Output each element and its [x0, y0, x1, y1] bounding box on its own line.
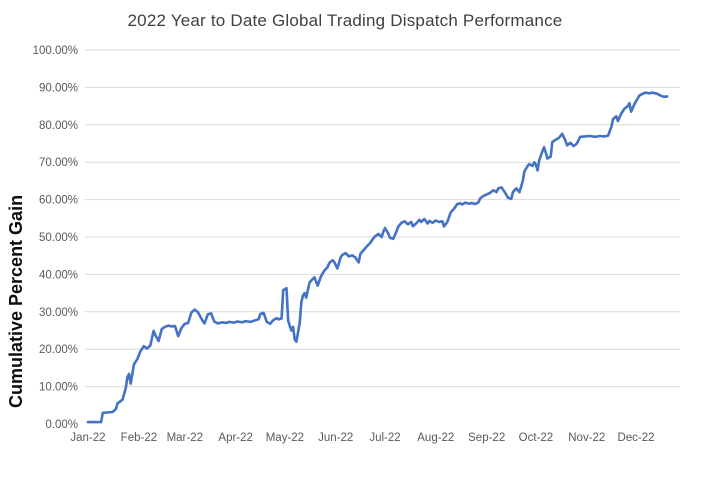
x-tick-label: Sep-22: [468, 432, 505, 444]
y-tick-label: 10.00%: [39, 382, 78, 394]
y-tick-label: 100.00%: [33, 45, 78, 57]
x-tick-label: May-22: [266, 432, 304, 444]
x-tick-label: Dec-22: [617, 432, 654, 444]
y-tick-label: 80.00%: [39, 120, 78, 132]
x-tick-label: Aug-22: [417, 432, 454, 444]
y-tick-label: 20.00%: [39, 344, 78, 356]
x-tick-label: Mar-22: [167, 432, 203, 444]
series-line: [86, 91, 669, 424]
y-tick-label: 30.00%: [39, 307, 78, 319]
chart-title: 2022 Year to Date Global Trading Dispatc…: [127, 11, 563, 30]
x-tick-label: Jul-22: [369, 432, 400, 444]
x-tick-label: Oct-22: [519, 432, 554, 444]
x-tick-label: Nov-22: [568, 432, 605, 444]
y-tick-label: 60.00%: [39, 195, 78, 207]
y-tick-label: 0.00%: [45, 419, 78, 431]
y-tick-label: 50.00%: [39, 232, 78, 244]
y-tick-label: 40.00%: [39, 269, 78, 281]
x-tick-label: Jun-22: [318, 432, 353, 444]
x-tick-label: Apr-22: [218, 432, 253, 444]
x-tick-label: Jan-22: [70, 432, 105, 444]
y-tick-label: 70.00%: [39, 157, 78, 169]
x-tick-label: Feb-22: [121, 432, 157, 444]
y-tick-label: 90.00%: [39, 82, 78, 94]
